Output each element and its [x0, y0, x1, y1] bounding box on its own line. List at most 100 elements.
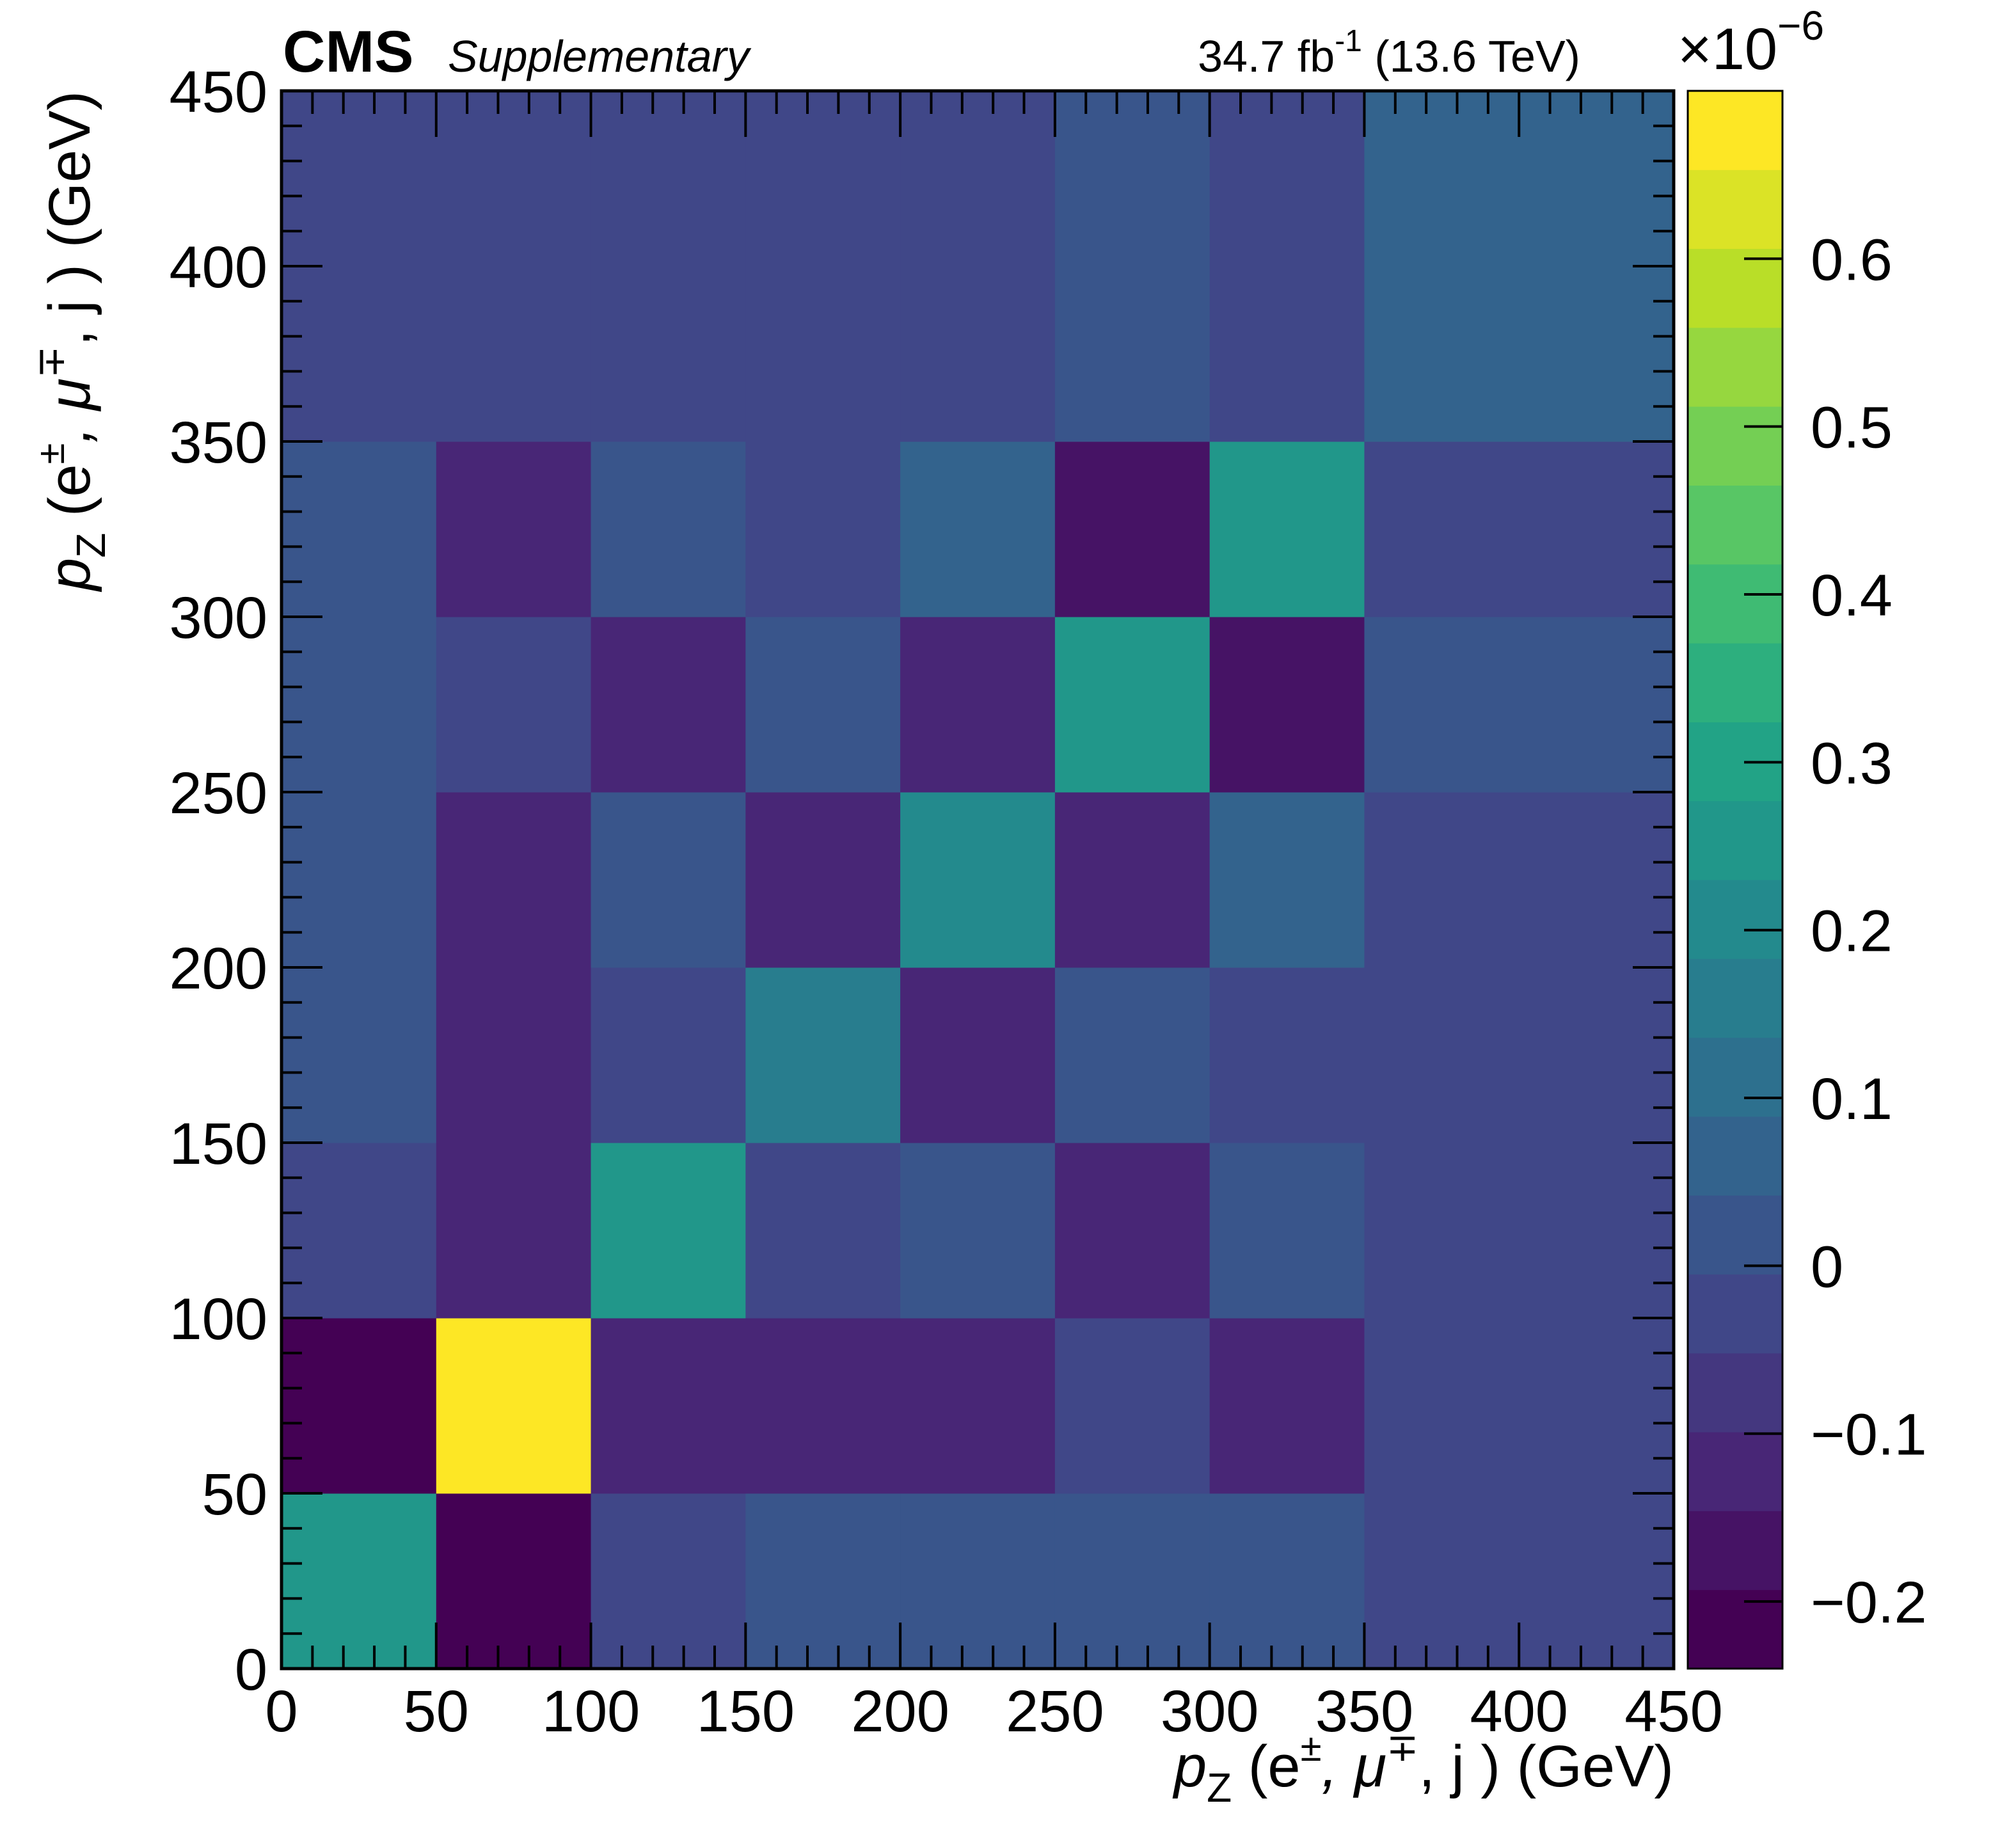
y-axis-label-end: , j ) (GeV): [37, 91, 102, 346]
heatmap-cell: [745, 1143, 901, 1319]
y-tick-label: 450: [170, 60, 268, 125]
y-tick-label: 250: [170, 761, 268, 826]
colorbar-level: [1688, 91, 1782, 170]
heatmap-cell: [591, 1493, 746, 1669]
heatmap-cell: [900, 792, 1056, 968]
heatmap-cell: [745, 1493, 901, 1669]
colorbar-level: [1688, 880, 1782, 959]
heatmap-cell: [591, 441, 746, 617]
heatmap-cell: [1209, 91, 1365, 442]
heatmap-cell: [1209, 1493, 1365, 1669]
colorbar-level: [1688, 1195, 1782, 1274]
heatmap-cell: [900, 1143, 1056, 1319]
heatmap-cells: [282, 91, 1674, 1669]
heatmap-cell: [436, 617, 592, 793]
heatmap-cell: [745, 91, 901, 442]
colorbar-tick-label: 0.4: [1811, 563, 1893, 628]
colorbar-level: [1688, 643, 1782, 722]
heatmap-cell: [900, 967, 1056, 1143]
heatmap-cell: [900, 617, 1056, 793]
colorbar-level: [1688, 327, 1782, 407]
y-tick-label: 0: [235, 1637, 267, 1703]
heatmap-cell: [900, 1318, 1056, 1494]
heatmap-cell: [745, 617, 901, 793]
heatmap-cell: [1054, 792, 1210, 968]
colorbar-level: [1688, 800, 1782, 880]
heatmap-cell: [745, 441, 901, 617]
heatmap-cell: [900, 441, 1056, 617]
y-tick-label: 200: [170, 936, 268, 1001]
lumi-exponent: -1: [1335, 24, 1362, 58]
heatmap-cell: [1364, 1318, 1674, 1494]
x-axis-label-end: , j ) (GeV): [1418, 1734, 1674, 1799]
colorbar-tick-labels: −0.2 −0.1 0 0.1 0.2 0.3 0.4 0.5 0.6: [1811, 227, 1927, 1635]
heatmap-cell: [1054, 617, 1210, 793]
heatmap-cell: [282, 792, 437, 968]
x-axis-label-var: p: [1172, 1734, 1207, 1799]
colorbar-level: [1688, 1511, 1782, 1591]
colorbar-level: [1688, 1274, 1782, 1354]
heatmap-cell: [1209, 441, 1365, 617]
lumi-value: 34.7 fb: [1198, 31, 1335, 81]
colorbar-level: [1688, 1353, 1782, 1433]
x-tick-label: 450: [1624, 1679, 1723, 1744]
heatmap-cell: [1209, 617, 1365, 793]
x-axis-label-sup2: ∓: [1386, 1726, 1418, 1769]
y-tick-label: 350: [170, 410, 268, 475]
x-tick-label: 0: [265, 1679, 298, 1744]
heatmap-cell: [1054, 1493, 1210, 1669]
colorbar-tick-label: 0.5: [1811, 395, 1893, 461]
x-tick-label: 400: [1470, 1679, 1568, 1744]
x-tick-label: 50: [404, 1679, 469, 1744]
heatmap-cell: [436, 967, 592, 1143]
heatmap-cell: [1364, 1143, 1674, 1319]
heatmap-cell: [436, 792, 592, 968]
x-axis-label: pZ (e±, μ∓, j ) (GeV): [1172, 1726, 1674, 1811]
colorbar-level: [1688, 1116, 1782, 1196]
heatmap-cell: [1364, 792, 1674, 968]
y-tick-label: 150: [170, 1111, 268, 1177]
colorbar: [1687, 90, 1784, 1670]
heatmap-cell: [1364, 91, 1674, 442]
heatmap-cell: [1364, 967, 1674, 1143]
energy-label: (13.6 TeV): [1362, 31, 1580, 81]
colorbar-tick-label: 0.6: [1811, 227, 1893, 292]
colorbar-tick-label: 0: [1811, 1234, 1843, 1299]
heatmap-cell: [282, 441, 437, 617]
heatmap-cell: [745, 1318, 901, 1494]
colorbar-tick-label: 0.1: [1811, 1067, 1893, 1132]
heatmap-cell: [1054, 441, 1210, 617]
y-axis-label-sup1: ±: [29, 443, 72, 464]
y-tick-label: 100: [170, 1287, 268, 1352]
heatmap-cell: [436, 1143, 592, 1319]
colorbar-tick-label: −0.2: [1811, 1570, 1927, 1635]
y-tick-label: 400: [170, 235, 268, 300]
plot-frame: [280, 89, 1676, 1671]
y-axis-label-var: p: [37, 558, 102, 592]
x-tick-labels: 0 50 100 150 200 250 300 350 400 450: [265, 1679, 1722, 1744]
colorbar-frame: [1687, 90, 1784, 1670]
x-tick-label: 350: [1315, 1679, 1414, 1744]
x-tick-label: 250: [1006, 1679, 1104, 1744]
heatmap-cell: [900, 1493, 1056, 1669]
cms-label: CMS: [283, 19, 413, 84]
colorbar-level: [1688, 1037, 1782, 1117]
heatmap-cell: [282, 967, 437, 1143]
y-axis-label-rest: (e: [37, 464, 102, 532]
heatmap-cell: [1054, 1143, 1210, 1319]
heatmap-cell: [1209, 1143, 1365, 1319]
y-tick-labels: 0 50 100 150 200 250 300 350 400 450: [170, 60, 268, 1703]
heatmap-cell: [1054, 967, 1210, 1143]
y-tick-label: 300: [170, 585, 268, 651]
x-axis-label-mid: , μ: [1322, 1734, 1387, 1799]
colorbar-level: [1688, 485, 1782, 565]
heatmap-cell: [1209, 792, 1365, 968]
heatmap-cell: [436, 91, 592, 442]
lumi-label: 34.7 fb-1 (13.6 TeV): [1198, 24, 1580, 81]
heatmap-cell: [436, 1318, 592, 1494]
colorbar-level: [1688, 564, 1782, 644]
x-axis-label-rest: (e: [1232, 1734, 1300, 1799]
colorbar-tick-label: −0.1: [1811, 1402, 1927, 1468]
heatmap-cell: [436, 1493, 592, 1669]
